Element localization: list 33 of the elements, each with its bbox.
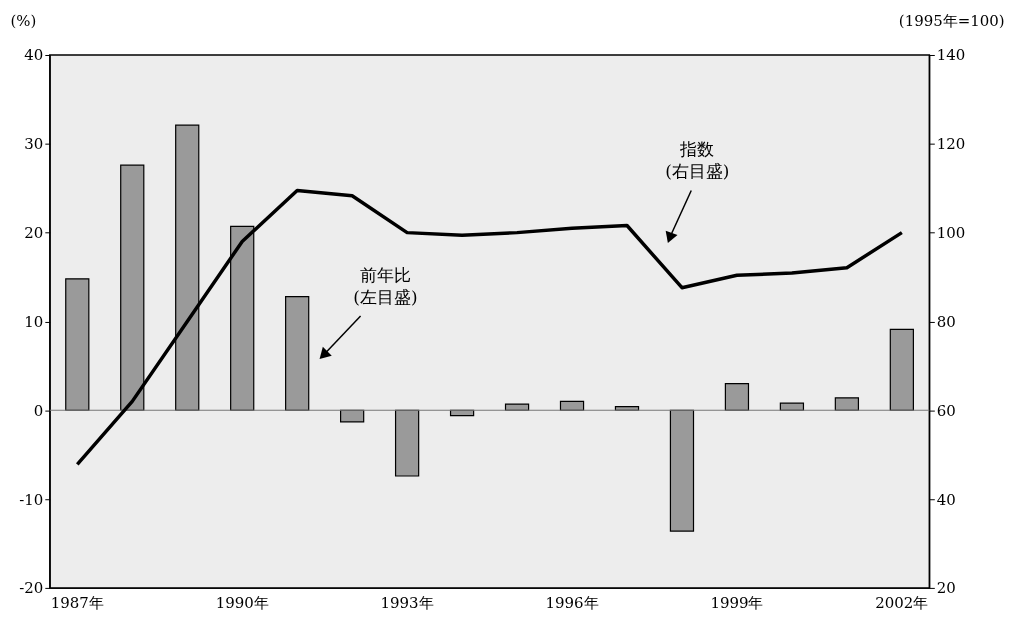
x-tick-label: 2002年 <box>875 594 929 613</box>
y2-tick-label: 140 <box>936 46 966 65</box>
y-tick-label: 0 <box>33 401 44 420</box>
y-tick-label: 40 <box>24 46 44 65</box>
bar <box>504 403 530 411</box>
bar <box>65 278 90 411</box>
bar <box>889 328 914 411</box>
annotation: 指数 (右目盛) <box>665 138 730 181</box>
y2-tick-label: 40 <box>936 490 956 509</box>
y2-tick-label: 80 <box>936 312 956 331</box>
x-tick-label: 1993年 <box>380 594 434 613</box>
y2-tick-label: 100 <box>936 224 966 243</box>
y-tick-label: 20 <box>24 224 44 243</box>
y2-tick-label: 60 <box>936 401 956 420</box>
bar <box>285 295 310 411</box>
y-tick-label: -10 <box>19 490 44 509</box>
annotation: 前年比 (左目盛) <box>353 265 418 308</box>
x-tick-label: 1999年 <box>710 594 764 613</box>
y-tick-label: 10 <box>24 312 44 331</box>
y-tick-label: 30 <box>24 135 44 154</box>
y2-tick-label: 120 <box>936 135 966 154</box>
bar <box>394 409 420 477</box>
x-tick-label: 1990年 <box>215 594 269 613</box>
bar <box>724 383 750 411</box>
x-tick-label: 1996年 <box>545 594 599 613</box>
bar <box>834 397 860 411</box>
bar <box>230 225 255 411</box>
x-tick-label: 1987年 <box>50 594 104 613</box>
y-tick-label: -20 <box>19 579 44 598</box>
y2-tick-label: 20 <box>936 579 956 598</box>
y-axis-title: (%) <box>10 11 37 30</box>
y2-axis-title: (1995年=100) <box>898 11 1005 30</box>
bar <box>669 409 695 532</box>
